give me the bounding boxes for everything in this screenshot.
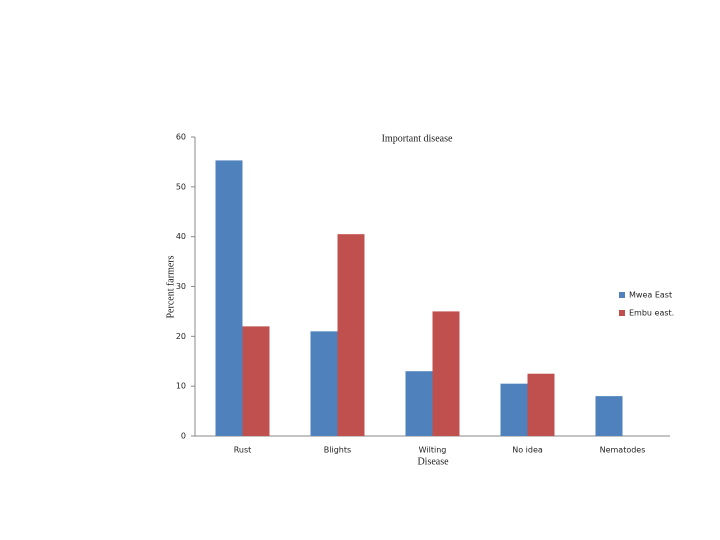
bar xyxy=(432,311,460,436)
bar xyxy=(405,371,433,436)
y-tick-label: 10 xyxy=(176,382,186,391)
bar xyxy=(527,373,555,436)
y-tick-label: 20 xyxy=(176,332,186,341)
x-tick-label: Blights xyxy=(324,446,351,455)
bar xyxy=(310,331,338,436)
bar xyxy=(337,234,365,436)
bar xyxy=(595,396,623,436)
chart-title: Important disease xyxy=(382,133,453,144)
bar xyxy=(242,326,270,436)
bar xyxy=(215,160,243,436)
y-axis-label: Percent farmers xyxy=(165,255,176,318)
legend-swatch xyxy=(619,310,625,316)
legend-label: Mwea East xyxy=(629,291,672,300)
y-tick-label: 0 xyxy=(181,432,186,441)
x-axis-label: Disease xyxy=(417,456,449,467)
legend-label: Embu east. xyxy=(629,309,674,318)
y-tick-label: 50 xyxy=(176,182,186,191)
x-tick-label: Nematodes xyxy=(600,446,646,455)
x-tick-label: Wilting xyxy=(419,446,447,455)
bar xyxy=(500,383,528,436)
y-tick-label: 40 xyxy=(176,232,186,241)
y-tick-label: 30 xyxy=(176,282,186,291)
x-tick-label: Rust xyxy=(234,446,252,455)
x-tick-label: No idea xyxy=(512,446,543,455)
legend-swatch xyxy=(619,292,625,298)
y-tick-label: 60 xyxy=(176,133,186,142)
